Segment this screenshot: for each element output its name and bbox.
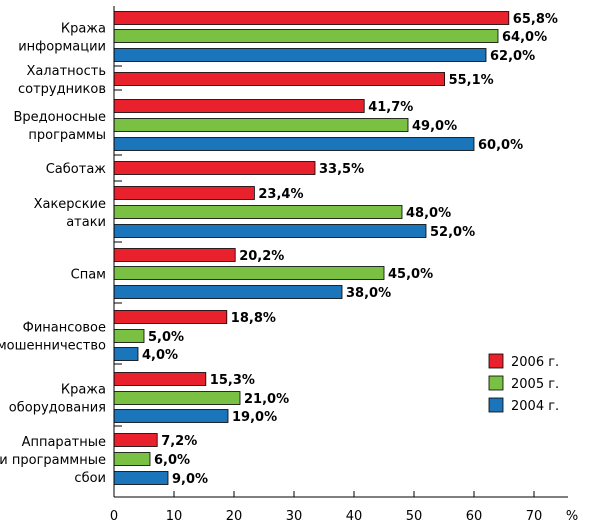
value-label: 62,0% bbox=[490, 49, 535, 64]
legend-label: 2006 г. bbox=[511, 355, 559, 370]
bar-6-2005 bbox=[113, 266, 385, 280]
bar-7-2004 bbox=[113, 347, 139, 361]
value-label: 64,0% bbox=[502, 30, 547, 45]
bar-1-2004 bbox=[113, 48, 487, 62]
bar-9-2004 bbox=[113, 471, 169, 485]
x-tick-label: 60 bbox=[466, 509, 483, 524]
legend-swatch bbox=[488, 397, 504, 413]
value-label: 6,0% bbox=[154, 453, 190, 468]
bar-4-2006 bbox=[113, 161, 316, 175]
value-label: 9,0% bbox=[172, 472, 208, 487]
bar-6-2006 bbox=[113, 248, 236, 262]
bar-3-2006 bbox=[113, 99, 365, 113]
bar-8-2004 bbox=[113, 409, 229, 423]
category-label: Кража bbox=[61, 22, 106, 37]
value-label: 65,8% bbox=[513, 12, 558, 27]
value-label: 48,0% bbox=[406, 206, 451, 221]
value-label: 15,3% bbox=[210, 373, 255, 388]
bar-7-2005 bbox=[113, 329, 145, 343]
category-label: Хакерские bbox=[34, 197, 106, 212]
bar-7-2006 bbox=[113, 310, 228, 324]
value-label: 33,5% bbox=[319, 162, 364, 177]
x-axis: 0 10 20 30 40 50 60 70% bbox=[110, 6, 578, 524]
category-label: Спам bbox=[71, 268, 106, 283]
x-tick-label: 50 bbox=[406, 509, 423, 524]
value-label: 18,8% bbox=[231, 311, 276, 326]
x-tick-label: 70 bbox=[526, 509, 543, 524]
bar-1-2005 bbox=[113, 29, 499, 43]
legend-label: 2005 г. bbox=[511, 377, 559, 392]
bar-9-2005 bbox=[113, 452, 151, 466]
legend-swatch bbox=[488, 353, 504, 369]
category-label: Халатность bbox=[26, 64, 106, 79]
category-label: мошенничество bbox=[0, 339, 106, 354]
value-label: 52,0% bbox=[430, 225, 475, 240]
category-label: и программные bbox=[0, 453, 106, 468]
bar-5-2004 bbox=[113, 224, 427, 238]
x-axis-unit: % bbox=[566, 509, 578, 524]
category-label: Вредоносные bbox=[14, 110, 106, 125]
value-label: 49,0% bbox=[412, 119, 457, 134]
category-label: Саботаж bbox=[46, 162, 107, 177]
category-label: Аппаратные bbox=[22, 435, 106, 450]
value-label: 41,7% bbox=[368, 100, 413, 115]
legend-swatch bbox=[488, 375, 504, 391]
category-label: оборудования bbox=[9, 401, 106, 416]
value-label: 55,1% bbox=[449, 73, 494, 88]
bar-8-2005 bbox=[113, 391, 241, 405]
x-tick-label: 0 bbox=[110, 509, 118, 524]
x-tick-label: 20 bbox=[226, 509, 243, 524]
legend: 2006 г. 2005 г. 2004 г. bbox=[488, 353, 559, 414]
category-label: Кража bbox=[61, 383, 106, 398]
bar-2-2006 bbox=[113, 72, 446, 86]
x-tick-label: 30 bbox=[286, 509, 303, 524]
category-label: информации bbox=[18, 40, 106, 55]
bar-3-2005 bbox=[113, 118, 409, 132]
value-label: 7,2% bbox=[161, 434, 197, 449]
category-label: Финансовое bbox=[23, 321, 106, 336]
x-tick-label: 10 bbox=[166, 509, 183, 524]
value-label: 5,0% bbox=[148, 330, 184, 345]
legend-label: 2004 г. bbox=[511, 399, 559, 414]
bar-5-2006 bbox=[113, 186, 255, 200]
bar-1-2006 bbox=[113, 11, 510, 25]
bar-9-2006 bbox=[113, 433, 158, 447]
value-label: 38,0% bbox=[346, 286, 391, 301]
category-label: сбои bbox=[74, 471, 106, 486]
value-label: 19,0% bbox=[232, 410, 277, 425]
value-label: 20,2% bbox=[239, 249, 284, 264]
category-label: сотрудников bbox=[18, 82, 106, 97]
bar-3-2004 bbox=[113, 137, 475, 151]
category-label: программы bbox=[28, 128, 106, 143]
bar-8-2006 bbox=[113, 372, 207, 386]
x-tick-label: 40 bbox=[346, 509, 363, 524]
value-label: 23,4% bbox=[258, 187, 303, 202]
value-label: 4,0% bbox=[142, 348, 178, 363]
value-label: 45,0% bbox=[388, 267, 433, 282]
value-label: 60,0% bbox=[478, 138, 523, 153]
value-label: 21,0% bbox=[244, 392, 289, 407]
category-label: атаки bbox=[66, 215, 106, 230]
labels-layer: 65,8% 64,0% 62,0% Кража информации 55,1% Халат… bbox=[0, 12, 558, 487]
bar-5-2005 bbox=[113, 205, 403, 219]
bar-6-2004 bbox=[113, 285, 343, 299]
